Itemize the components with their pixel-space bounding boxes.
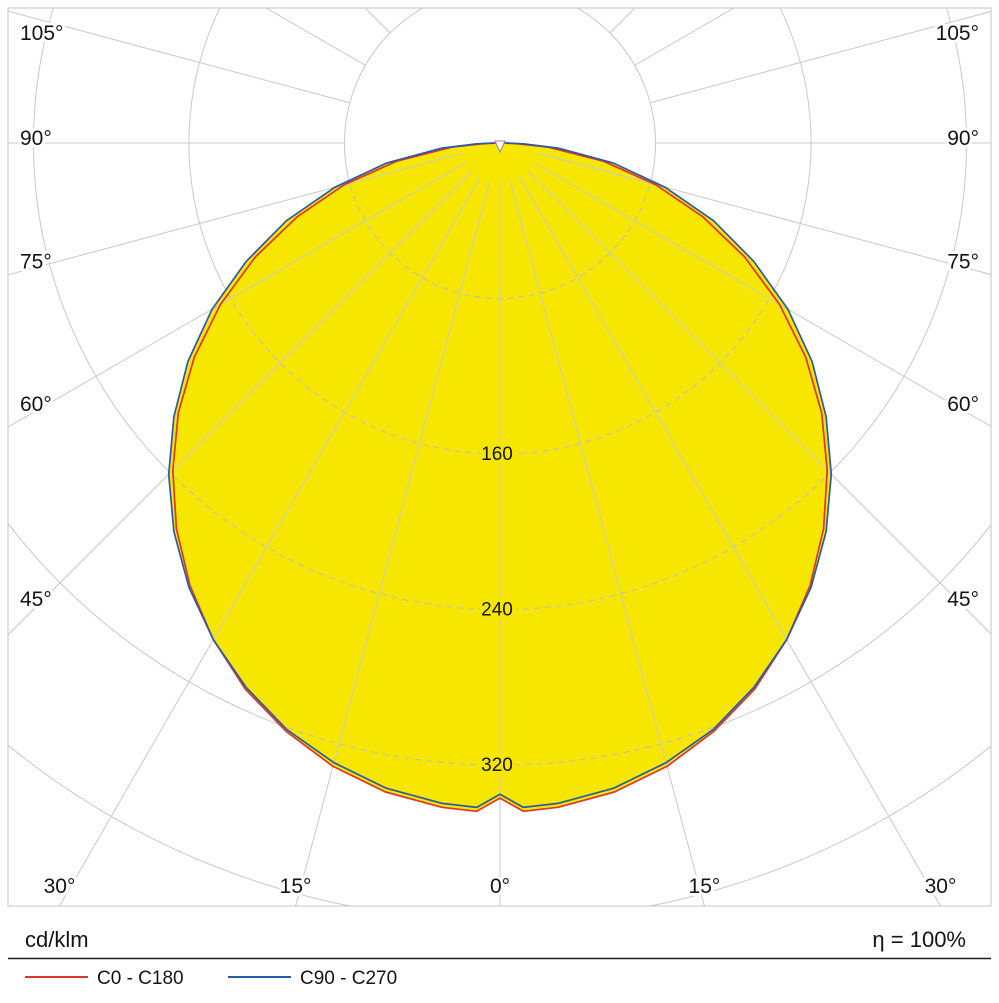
angle-label-105: 105°	[936, 22, 979, 45]
angle-label-45: 45°	[20, 588, 52, 611]
legend: C0 - C180 C90 - C270	[25, 968, 397, 989]
curve-c90-c270	[167, 142, 833, 809]
legend-label-c90-c270: C90 - C270	[300, 968, 397, 989]
angle-label-15: 15°	[280, 875, 312, 898]
angle-label-0: 0°	[490, 875, 510, 898]
angle-label-105: 105°	[20, 22, 63, 45]
angle-label-90: 90°	[947, 127, 979, 150]
angle-label-15: 15°	[689, 875, 721, 898]
units-label: cd/klm	[25, 927, 89, 952]
angle-label-75: 75°	[20, 251, 52, 274]
angle-label-75: 75°	[947, 251, 979, 274]
angle-label-90: 90°	[20, 127, 52, 150]
ring-label-320: 320	[481, 755, 513, 776]
curve-c0-c180	[171, 142, 829, 813]
angle-label-30: 30°	[44, 875, 76, 898]
plot-frame	[7, 7, 992, 907]
angle-label-45: 45°	[947, 588, 979, 611]
angle-label-30: 30°	[925, 875, 957, 898]
origin-marker	[494, 140, 506, 154]
legend-item-c0-c180: C0 - C180	[25, 968, 184, 989]
efficiency-label: η = 100%	[872, 927, 966, 952]
ring-label-160: 160	[481, 444, 513, 465]
legend-label-c0-c180: C0 - C180	[97, 968, 184, 989]
angle-label-60: 60°	[947, 393, 979, 416]
ring-label-240: 240	[481, 600, 513, 621]
angle-label-60: 60°	[20, 393, 52, 416]
legend-item-c90-c270: C90 - C270	[228, 968, 397, 989]
